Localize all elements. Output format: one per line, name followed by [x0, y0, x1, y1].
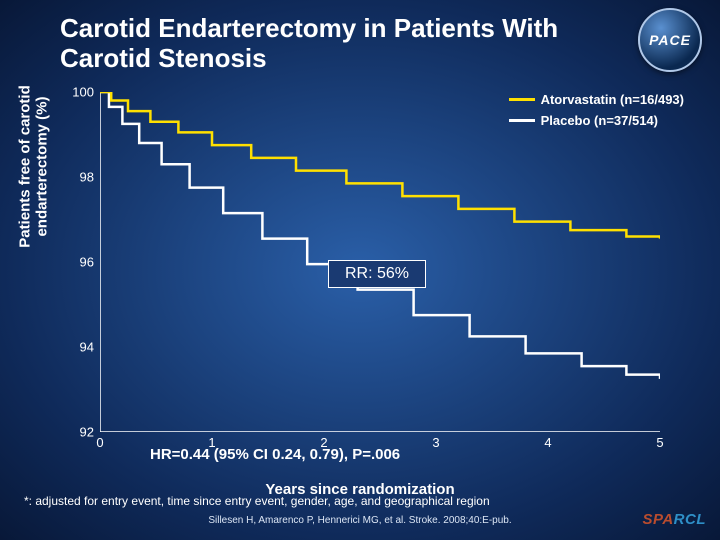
y-tick: 92 — [80, 425, 94, 440]
y-tick: 98 — [80, 170, 94, 185]
y-tick: 96 — [80, 255, 94, 270]
legend-swatch-atorvastatin — [509, 98, 535, 101]
legend: Atorvastatin (n=16/493) Placebo (n=37/51… — [509, 92, 684, 134]
y-tick: 94 — [80, 340, 94, 355]
legend-label-atorvastatin: Atorvastatin (n=16/493) — [541, 92, 684, 107]
footnote: *: adjusted for entry event, time since … — [24, 494, 490, 508]
placebo-line — [100, 92, 660, 379]
citation: Sillesen H, Amarenco P, Hennerici MG, et… — [0, 515, 720, 526]
x-tick: 5 — [656, 435, 663, 450]
hazard-ratio-text: HR=0.44 (95% CI 0.24, 0.79), P=.006 — [150, 446, 400, 463]
legend-label-placebo: Placebo (n=37/514) — [541, 113, 658, 128]
sparcl-logo: SPARCL — [642, 511, 706, 528]
y-tick: 100 — [72, 85, 94, 100]
rr-annotation: RR: 56% — [328, 260, 426, 288]
x-tick: 3 — [432, 435, 439, 450]
slide-title: Carotid Endarterectomy in Patients With … — [60, 14, 600, 74]
pace-logo: PACE — [638, 8, 702, 72]
legend-atorvastatin: Atorvastatin (n=16/493) — [509, 92, 684, 107]
x-tick: 0 — [96, 435, 103, 450]
x-tick: 4 — [544, 435, 551, 450]
legend-placebo: Placebo (n=37/514) — [509, 113, 684, 128]
legend-swatch-placebo — [509, 119, 535, 122]
y-axis-label: Patients free of carotidendarterectomy (… — [18, 67, 51, 267]
